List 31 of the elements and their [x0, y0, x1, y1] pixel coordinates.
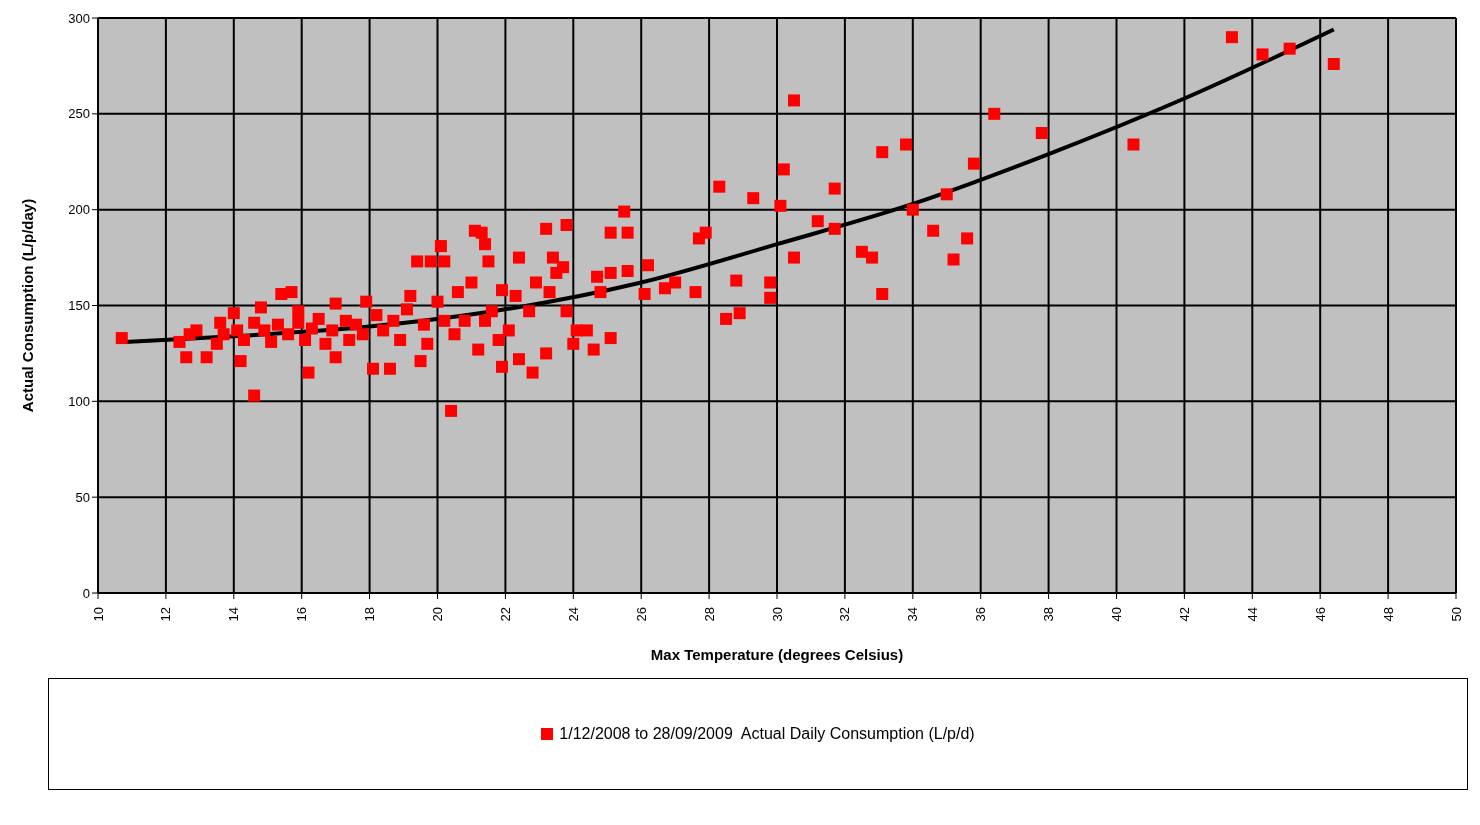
x-tick-label: 28: [701, 607, 717, 622]
x-tick-label: 36: [973, 607, 989, 622]
y-axis-title: Actual Consumption (L/p/day): [19, 198, 37, 413]
x-tick-label: 44: [1244, 607, 1260, 622]
y-tick-label: 300: [68, 10, 90, 26]
x-tick-label: 14: [226, 607, 242, 622]
x-tick-label: 18: [362, 607, 378, 622]
x-tick-label: 50: [1448, 607, 1464, 622]
y-tick-label: 50: [75, 489, 90, 505]
x-tick-label: 12: [158, 607, 174, 622]
y-tick-label: 100: [68, 393, 90, 409]
x-tick-label: 26: [633, 607, 649, 622]
y-tick-label: 150: [68, 298, 90, 314]
x-tick-label: 20: [430, 607, 445, 622]
x-tick-label: 10: [90, 607, 106, 622]
x-tick-label: 30: [769, 607, 785, 622]
x-tick-label: 22: [497, 607, 513, 622]
x-tick-label: 34: [905, 607, 921, 622]
x-tick-label: 46: [1312, 607, 1328, 622]
x-tick-label: 38: [1041, 607, 1057, 622]
legend-label: 1/12/2008 to 28/09/2009 Actual Daily Consumption (L/p/d): [559, 725, 975, 743]
y-tick-label: 250: [68, 106, 90, 122]
x-tick-label: 48: [1380, 607, 1396, 622]
y-tick-label: 200: [68, 202, 90, 218]
y-tick-label: 0: [82, 585, 90, 601]
x-axis-title: Max Temperature (degrees Celsius): [650, 646, 904, 663]
x-tick-label: 24: [565, 607, 581, 622]
x-tick-label: 16: [294, 607, 310, 622]
x-tick-label: 32: [837, 607, 853, 622]
x-tick-label: 40: [1109, 607, 1124, 622]
x-tick-label: 42: [1176, 607, 1192, 622]
